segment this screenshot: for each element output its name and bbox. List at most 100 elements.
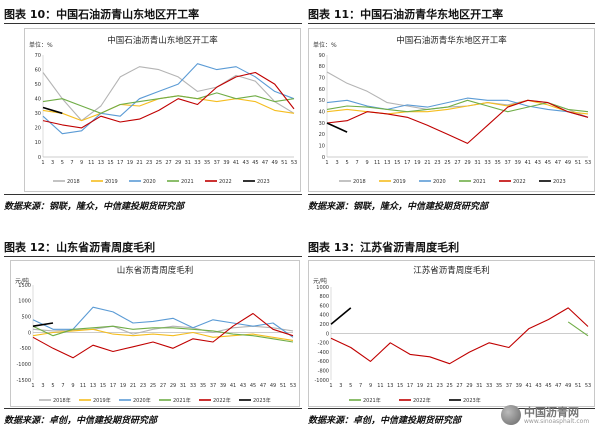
x-tick-label: 17 <box>110 383 116 389</box>
x-tick-label: 1 <box>41 160 44 166</box>
legend-label: 2021 <box>473 179 486 185</box>
chart-title: 江苏省沥青周度毛利 <box>413 265 490 276</box>
source-note: 数据来源：钢联，隆众，中信建投期货研究部 <box>308 202 489 212</box>
series-line-2022 <box>326 99 589 144</box>
x-tick-label: 11 <box>88 160 94 166</box>
watermark-url: www.sinoasphalt.com <box>524 418 590 425</box>
legend-label: 2018年 <box>53 397 71 404</box>
y-tick-label: 0 <box>38 155 41 161</box>
y-tick-label: -200 <box>318 341 329 347</box>
x-tick-label: 41 <box>233 160 239 166</box>
x-tick-label: 27 <box>456 383 462 389</box>
series-line-2020 <box>42 63 295 135</box>
x-tick-label: 35 <box>200 383 206 389</box>
series-line-2020 <box>326 97 589 118</box>
x-tick-label: 27 <box>454 160 460 166</box>
watermark-name: 中国沥青网 <box>524 406 579 419</box>
series-line-2023年 <box>32 322 54 327</box>
y-tick-label: 1000 <box>316 285 329 291</box>
x-tick-label: 43 <box>240 383 246 389</box>
x-tick-label: 3 <box>339 383 342 389</box>
bottom-rule <box>4 408 302 409</box>
x-tick-label: 49 <box>565 383 571 389</box>
x-tick-label: 7 <box>359 383 362 389</box>
bottom-rule <box>4 194 302 195</box>
x-tick-label: 19 <box>120 383 126 389</box>
source-note: 数据来源：钢联，隆众，中信建投期货研究部 <box>4 202 185 212</box>
y-tick-label: 20 <box>35 126 41 132</box>
figure-title: 图表 13：江苏省沥青周度毛利 <box>308 241 460 254</box>
x-tick-label: 45 <box>250 383 256 389</box>
x-tick-label: 29 <box>175 160 181 166</box>
x-tick-label: 25 <box>444 160 450 166</box>
x-tick-label: 31 <box>474 160 480 166</box>
x-tick-label: 5 <box>51 383 54 389</box>
x-tick-label: 17 <box>407 383 413 389</box>
x-tick-label: 51 <box>281 160 287 166</box>
legend-label: 2021年 <box>363 397 381 404</box>
legend-label: 2022 <box>219 179 232 185</box>
x-tick-label: 17 <box>404 160 410 166</box>
x-tick-label: 15 <box>394 160 400 166</box>
legend-label: 2020 <box>433 179 446 185</box>
legend-label: 2022 <box>513 179 526 185</box>
x-tick-label: 27 <box>165 160 171 166</box>
series-line-2021 <box>326 99 589 113</box>
x-tick-label: 47 <box>260 383 266 389</box>
y-tick-label: 0 <box>322 155 325 161</box>
legend-label: 2020年 <box>133 397 151 404</box>
y-tick-label: 600 <box>319 303 329 309</box>
y-tick-label: -1500 <box>16 378 31 384</box>
legend-label: 2018 <box>67 179 80 185</box>
watermark-logo-icon <box>501 405 521 425</box>
x-tick-label: 9 <box>366 160 369 166</box>
x-tick-label: 51 <box>575 160 581 166</box>
y-tick-label: 60 <box>319 87 325 93</box>
x-tick-label: 27 <box>160 383 166 389</box>
legend-label: 2023年 <box>253 397 271 404</box>
x-tick-label: 47 <box>262 160 268 166</box>
y-tick-label: 0 <box>28 330 31 336</box>
x-tick-label: 43 <box>243 160 249 166</box>
y-tick-label: -400 <box>318 350 329 356</box>
y-tick-label: 40 <box>35 97 41 103</box>
y-tick-label: 70 <box>35 53 41 59</box>
chart-frame: 山东省沥青周度毛利 元/吨 -1500 -1000 -500 0 500 1000 1500 1 3… <box>10 260 300 407</box>
x-tick-label: 29 <box>464 160 470 166</box>
x-tick-label: 53 <box>290 383 296 389</box>
x-tick-label: 31 <box>476 383 482 389</box>
x-tick-label: 15 <box>107 160 113 166</box>
x-tick-label: 23 <box>146 160 152 166</box>
legend-label: 2019 <box>105 179 118 185</box>
series-line-2022年 <box>32 312 294 359</box>
x-tick-label: 43 <box>535 383 541 389</box>
y-tick-label: 50 <box>35 82 41 88</box>
y-tick-label: 500 <box>21 314 31 320</box>
series-line-2022年 <box>330 307 589 365</box>
y-tick-label: -500 <box>20 346 31 352</box>
x-tick-label: 7 <box>356 160 359 166</box>
x-tick-label: 25 <box>150 383 156 389</box>
y-tick-label: 30 <box>319 121 325 127</box>
x-tick-label: 17 <box>117 160 123 166</box>
figure-title: 图表 10：中国石油沥青山东地区开工率 <box>4 8 200 21</box>
series-line-2023 <box>326 122 348 133</box>
y-tick-label: -800 <box>318 369 329 375</box>
x-tick-label: 45 <box>545 383 551 389</box>
x-tick-label: 49 <box>270 383 276 389</box>
y-tick-label: 30 <box>35 111 41 117</box>
x-tick-label: 5 <box>345 160 348 166</box>
x-tick-label: 19 <box>414 160 420 166</box>
x-tick-label: 41 <box>230 383 236 389</box>
series-line-2021年 <box>32 325 294 343</box>
x-tick-label: 11 <box>374 160 380 166</box>
x-tick-label: 31 <box>180 383 186 389</box>
x-tick-label: 9 <box>80 160 83 166</box>
x-tick-label: 1 <box>329 383 332 389</box>
y-tick-label: 1000 <box>18 299 31 305</box>
x-tick-label: 53 <box>585 383 591 389</box>
x-tick-label: 51 <box>575 383 581 389</box>
legend-label: 2023年 <box>463 397 481 404</box>
